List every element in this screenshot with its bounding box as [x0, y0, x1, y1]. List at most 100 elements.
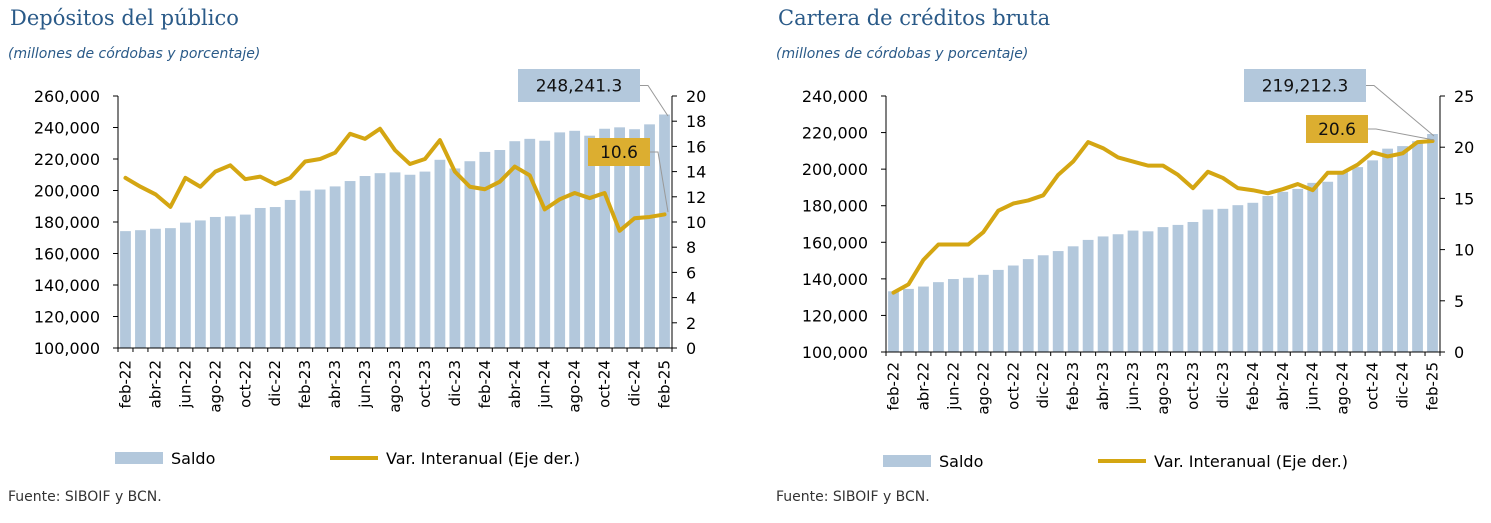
chart-panel-cartera: Cartera de créditos bruta (millones de c…	[768, 0, 1491, 523]
x-axis-tick-label: jun-22	[176, 360, 194, 409]
bar	[1427, 134, 1438, 352]
callout-box	[518, 69, 640, 102]
callout-label: 10.6	[600, 143, 638, 163]
bar	[1052, 251, 1064, 352]
left-axis-tick-label: 260,000	[34, 87, 100, 106]
bar	[135, 230, 146, 348]
bar	[903, 288, 914, 352]
x-axis-tick-label: abr-22	[146, 360, 164, 408]
bar	[1097, 236, 1109, 352]
x-axis-tick-label: ago-22	[974, 362, 992, 415]
chart-depositos: 100,000 120,000 140,000 160,000 180,000 200,0…	[34, 69, 706, 468]
bar	[539, 140, 551, 348]
bar	[1082, 239, 1094, 352]
x-axis-tick-label: feb-25	[1424, 362, 1442, 411]
right-axis-tick-label: 6	[686, 263, 696, 282]
bar	[1232, 205, 1244, 352]
right-axis-tick-label: 2	[686, 314, 696, 333]
callout-box	[1306, 115, 1368, 143]
x-axis-tick-label: abr-22	[914, 362, 932, 410]
x-axis-tick-label: dic-22	[266, 360, 284, 406]
bar	[933, 282, 944, 352]
bar	[1007, 265, 1019, 352]
bar	[194, 220, 206, 348]
right-axis-tick-label: 0	[686, 339, 696, 358]
right-axis-tick-label: 15	[1454, 189, 1474, 208]
x-axis-tick-label: oct-23	[1184, 362, 1202, 410]
x-axis-tick-label: dic-23	[1214, 362, 1232, 408]
left-axis-tick-label: 140,000	[802, 270, 868, 289]
callout-label: 20.6	[1318, 120, 1356, 140]
bar	[284, 199, 296, 348]
x-axis-tick-label: oct-22	[1004, 362, 1022, 410]
x-axis-tick-label: jun-24	[536, 360, 554, 409]
bar	[992, 269, 1004, 352]
bar	[389, 172, 401, 348]
bar	[1247, 202, 1259, 352]
callout-label: 248,241.3	[536, 77, 623, 97]
bar	[344, 181, 356, 348]
right-axis-tick-label: 18	[686, 112, 706, 131]
left-axis-tick-label: 180,000	[34, 213, 100, 232]
bar	[209, 216, 221, 348]
left-axis-tick-label: 220,000	[802, 124, 868, 143]
bar	[1322, 181, 1334, 352]
bar	[554, 132, 566, 348]
callout-box	[1244, 69, 1366, 102]
x-axis-tick-label: ago-23	[386, 360, 404, 413]
right-axis-tick-label: 8	[686, 238, 696, 257]
right-axis-tick-label: 4	[686, 289, 696, 308]
bar	[1157, 227, 1169, 352]
x-axis-tick-label: jun-23	[356, 360, 374, 409]
x-axis-tick-label: oct-23	[416, 360, 434, 408]
bar	[224, 216, 236, 348]
bar	[1367, 160, 1379, 352]
callout-label: 219,212.3	[1262, 77, 1349, 97]
x-axis-tick-label: feb-24	[476, 360, 494, 409]
right-axis-tick-label: 14	[686, 163, 706, 182]
x-axis-tick-label: dic-22	[1034, 362, 1052, 408]
bar	[1067, 246, 1079, 352]
bar	[1127, 230, 1139, 352]
chart-title: Cartera de créditos bruta	[778, 6, 1051, 30]
left-axis-tick-label: 200,000	[802, 160, 868, 179]
bar	[329, 186, 341, 348]
bar	[599, 128, 611, 348]
x-axis-tick-label: ago-23	[1154, 362, 1172, 415]
bar	[962, 277, 974, 352]
right-axis-tick-label: 20	[1454, 138, 1474, 157]
right-axis-tick-label: 20	[686, 87, 706, 106]
bar	[449, 168, 461, 348]
bar	[494, 150, 506, 348]
bar	[359, 176, 371, 348]
bar	[509, 141, 521, 348]
bar	[419, 171, 431, 348]
x-axis-tick-label: dic-23	[446, 360, 464, 406]
chart-source: Fuente: SIBOIF y BCN.	[8, 489, 162, 505]
bar	[1397, 146, 1408, 352]
bar	[165, 228, 176, 348]
bar	[524, 138, 536, 348]
right-axis-tick-label: 10	[1454, 241, 1474, 260]
bar	[888, 291, 899, 352]
callout-leader	[1366, 85, 1435, 137]
bar	[314, 189, 326, 348]
bar	[1382, 148, 1393, 352]
bar	[464, 161, 476, 348]
x-axis-tick-label: dic-24	[1394, 362, 1412, 408]
x-axis-tick-label: abr-24	[1274, 362, 1292, 410]
left-axis-tick-label: 160,000	[802, 233, 868, 252]
right-axis-tick-label: 25	[1454, 87, 1474, 106]
bar	[239, 214, 251, 348]
x-axis-tick-label: oct-24	[596, 360, 614, 408]
legend-label: Var. Interanual (Eje der.)	[386, 449, 580, 468]
callout-box	[588, 138, 650, 166]
x-axis-tick-label: jun-22	[944, 362, 962, 411]
bar	[629, 129, 640, 348]
line-series	[891, 139, 1435, 295]
bar	[569, 130, 581, 348]
bar	[269, 207, 281, 348]
bar	[1352, 167, 1364, 352]
right-axis-tick-label: 10	[686, 213, 706, 232]
bar	[584, 135, 596, 348]
